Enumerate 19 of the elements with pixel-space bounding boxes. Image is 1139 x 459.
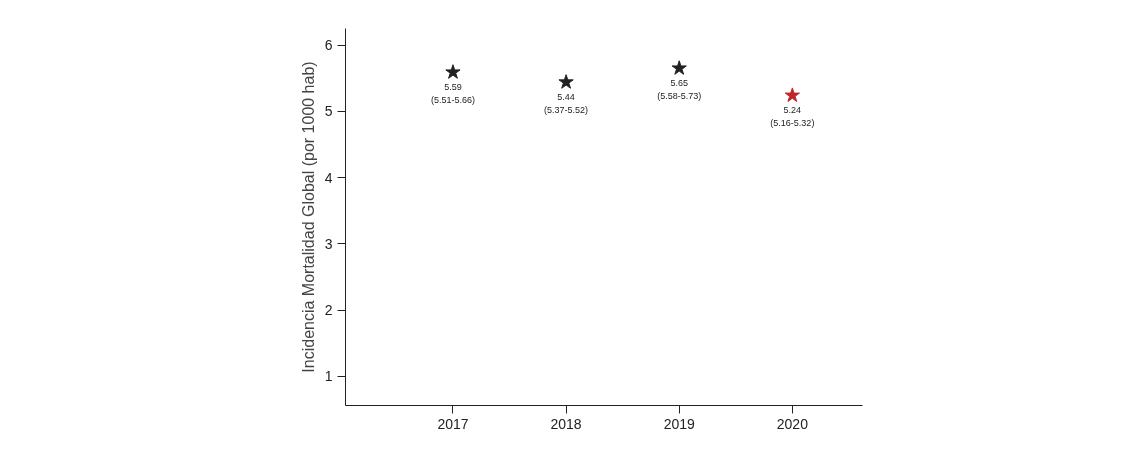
y-tick-label: 5 bbox=[324, 103, 333, 120]
x-tick-label: 2017 bbox=[437, 415, 469, 432]
x-tick-label: 2018 bbox=[550, 415, 582, 432]
y-tick-label: 6 bbox=[324, 37, 333, 54]
y-tick-label: 1 bbox=[324, 368, 333, 385]
x-tick-label: 2020 bbox=[776, 415, 809, 432]
point bbox=[671, 60, 687, 75]
data-label: 5.24 (5.16-5.32) bbox=[770, 105, 815, 129]
point bbox=[445, 64, 461, 79]
y-tick-label: 2 bbox=[324, 302, 333, 319]
point bbox=[558, 74, 574, 89]
y-tick-label: 3 bbox=[324, 235, 333, 252]
data-label: 5.65 (5.58-5.73) bbox=[657, 78, 702, 102]
data-label: 5.44 (5.37-5.52) bbox=[544, 92, 589, 116]
point bbox=[784, 87, 800, 102]
y-tick-label: 4 bbox=[324, 169, 333, 186]
x-tick-label: 2019 bbox=[663, 415, 696, 432]
y-axis-title: Incidencia Mortalidad Global (por 1000 hab) bbox=[299, 61, 317, 373]
data-label: 5.59 (5.51-5.66) bbox=[430, 82, 475, 106]
